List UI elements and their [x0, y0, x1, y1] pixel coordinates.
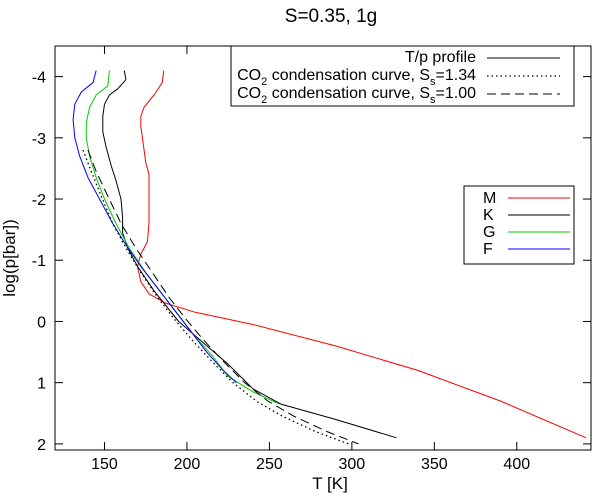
y-tick-label-0: -4: [32, 70, 46, 87]
legend-stars-label-1: K: [483, 207, 494, 224]
axis-ticks: 150 200 250 300 350 400 -4 -3 -2 -1 0 1 2: [32, 46, 591, 473]
y-tick-label-4: 0: [37, 314, 46, 331]
x-tick-label-1: 200: [174, 456, 201, 473]
legend-top: T/p profile CO2 condensation curve, Ss=1…: [230, 45, 575, 107]
series-layer: [72, 70, 587, 445]
y-tick-label-1: -3: [32, 131, 46, 148]
series-line-m: [137, 70, 587, 439]
y-tick-label-3: -1: [32, 253, 46, 270]
y-tick-label-5: 1: [37, 376, 46, 393]
x-tick-label-5: 400: [503, 456, 530, 473]
legend-stars-label-0: M: [483, 190, 496, 207]
x-tick-label-3: 300: [339, 456, 366, 473]
x-axis-label: T [K]: [312, 474, 348, 493]
x-tick-label-2: 250: [256, 456, 283, 473]
legend-stars-box: [463, 185, 575, 265]
legend-top-label-2: CO2 condensation curve, Ss=1.00: [237, 85, 476, 106]
y-tick-label-6: 2: [37, 437, 46, 454]
series-line-g: [85, 70, 280, 405]
x-tick-label-4: 350: [421, 456, 448, 473]
legend-stars-label-3: F: [483, 241, 493, 258]
y-axis-label: log(p[bar]): [0, 219, 19, 296]
chart-title: S=0.35, 1g: [285, 6, 377, 27]
series-line-f: [72, 70, 237, 384]
y-tick-label-2: -2: [32, 192, 46, 209]
x-tick-label-0: 150: [91, 456, 118, 473]
legend-stars: M K G F: [463, 185, 575, 265]
series-line-k: [102, 70, 397, 439]
legend-top-label-1: CO2 condensation curve, Ss=1.34: [237, 67, 476, 88]
series-line-co2-condensation-curve-ss-1-00: [87, 149, 359, 445]
legend-stars-label-2: G: [483, 224, 495, 241]
legend-top-box: [230, 45, 575, 107]
legend-top-label-0: T/p profile: [405, 49, 476, 66]
series-line-co2-condensation-curve-ss-1-34: [82, 149, 349, 445]
